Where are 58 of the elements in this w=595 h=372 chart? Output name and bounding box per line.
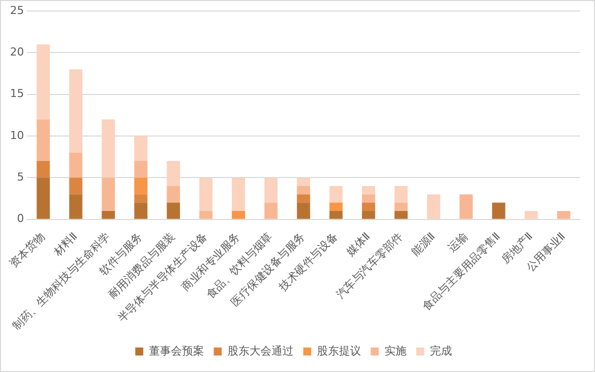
y-tick-label: 10 (10, 128, 24, 142)
bar (134, 178, 148, 194)
bar (394, 186, 408, 203)
bar (69, 152, 82, 178)
bar (296, 202, 310, 219)
x-tick-label: 运输 (446, 230, 470, 255)
bar (557, 210, 570, 219)
bar (394, 210, 408, 219)
bar (199, 178, 212, 211)
bar (329, 210, 343, 219)
bar (134, 160, 148, 178)
y-tick-label: 0 (16, 212, 24, 226)
bar (394, 202, 408, 211)
bar (199, 210, 212, 219)
bar (134, 194, 148, 203)
bar (102, 119, 115, 178)
bar (69, 194, 82, 219)
legend-label: 董事会预案 (148, 344, 204, 358)
bar (36, 119, 50, 161)
legend-label: 完成 (430, 344, 452, 358)
bar (36, 44, 50, 120)
legend-label: 实施 (384, 344, 406, 358)
bar (232, 178, 246, 211)
bar (329, 186, 343, 203)
bar (524, 210, 538, 219)
bar (166, 202, 180, 219)
bar (102, 178, 115, 211)
bar (492, 202, 506, 219)
bar (102, 210, 115, 219)
y-tick-label: 5 (16, 170, 24, 184)
bar (329, 202, 343, 211)
bar (36, 160, 50, 178)
bar (166, 186, 180, 203)
bar (134, 136, 148, 161)
bar (232, 210, 246, 219)
bar (362, 210, 376, 219)
bar (69, 178, 82, 194)
bar (362, 194, 376, 203)
bar (264, 202, 278, 219)
bar (427, 194, 440, 219)
bar (296, 186, 310, 194)
legend-label: 股东提议 (316, 344, 361, 358)
y-tick-label: 15 (10, 87, 24, 100)
bar (362, 202, 376, 211)
y-tick-label: 20 (10, 46, 24, 59)
bar (362, 186, 376, 194)
bar (69, 69, 82, 153)
bar (166, 160, 180, 186)
bar (134, 202, 148, 219)
legend-label: 股东大会通过 (227, 344, 294, 358)
bar (36, 178, 50, 219)
x-tick-label: 能源Ⅱ (409, 230, 438, 259)
bar (296, 194, 310, 203)
bar (264, 178, 278, 203)
y-tick-label: 25 (10, 4, 24, 17)
bar (296, 178, 310, 186)
bar (460, 194, 473, 219)
x-tick-label: 资本货物 (7, 230, 48, 270)
